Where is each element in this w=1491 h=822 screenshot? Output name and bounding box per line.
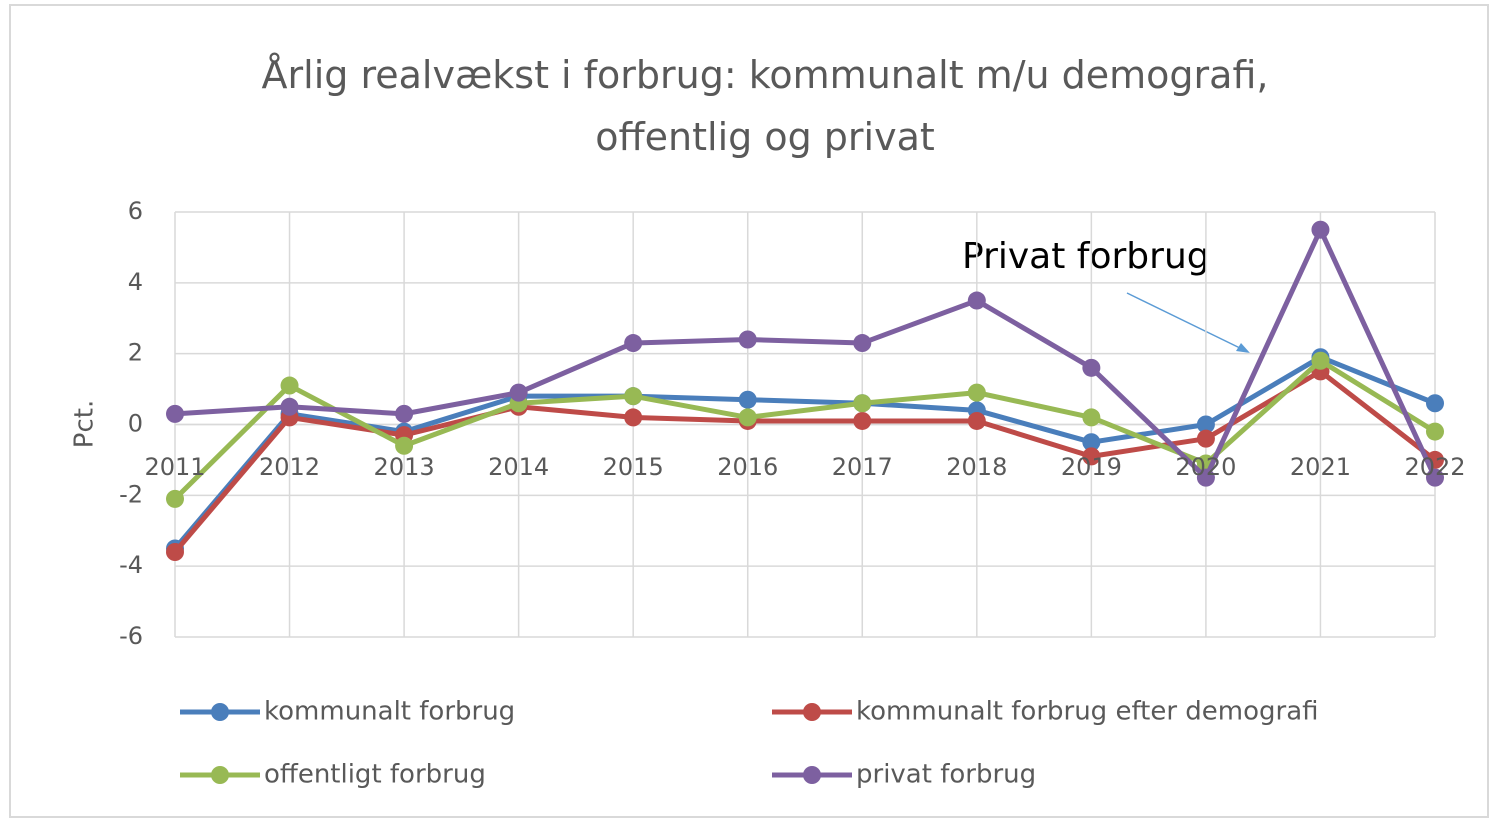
point bbox=[509, 383, 528, 402]
series-line bbox=[173, 354, 1436, 551]
legend-label: kommunalt forbrug efter demografi bbox=[856, 697, 1319, 727]
point bbox=[1082, 433, 1101, 452]
y-tick-label: 4 bbox=[128, 268, 143, 296]
point bbox=[738, 390, 757, 409]
series-line bbox=[174, 227, 1438, 481]
point bbox=[166, 404, 184, 423]
point bbox=[967, 411, 986, 430]
point bbox=[1196, 468, 1215, 487]
x-tick-label: 2020 bbox=[1175, 453, 1236, 481]
point bbox=[395, 436, 414, 455]
point bbox=[395, 404, 414, 423]
y-axis-label: Pct. bbox=[70, 400, 100, 448]
point bbox=[853, 411, 872, 430]
point bbox=[1082, 358, 1101, 377]
point bbox=[1311, 220, 1330, 239]
legend-marker bbox=[211, 703, 229, 721]
point bbox=[166, 543, 184, 561]
point bbox=[624, 334, 643, 353]
arrow-head bbox=[1236, 343, 1250, 353]
x-tick-label: 2012 bbox=[259, 453, 320, 481]
point bbox=[738, 330, 757, 349]
point bbox=[1082, 447, 1101, 466]
legend-marker bbox=[803, 703, 821, 721]
point bbox=[853, 334, 872, 353]
y-tick-label: -2 bbox=[119, 480, 143, 508]
series-line bbox=[173, 358, 1437, 501]
point bbox=[624, 408, 643, 427]
legend-marker bbox=[803, 766, 821, 784]
x-tick-label: 2013 bbox=[374, 453, 435, 481]
x-tick-label: 2016 bbox=[717, 453, 778, 481]
x-tick-label: 2018 bbox=[946, 453, 1007, 481]
point bbox=[967, 383, 986, 402]
point bbox=[166, 489, 184, 508]
x-tick-label: 2017 bbox=[832, 453, 893, 481]
point bbox=[280, 376, 299, 395]
point bbox=[738, 408, 757, 427]
legend-label: privat forbrug bbox=[856, 760, 1036, 790]
point bbox=[1196, 429, 1215, 448]
point bbox=[1426, 422, 1444, 441]
x-tick-label: 2019 bbox=[1061, 453, 1122, 481]
y-tick-label: -6 bbox=[119, 622, 143, 650]
chart-border bbox=[9, 4, 1489, 818]
legend-marker bbox=[211, 766, 229, 784]
legend-label: kommunalt forbrug bbox=[264, 697, 515, 727]
point bbox=[1311, 351, 1330, 370]
point bbox=[280, 397, 299, 416]
y-tick-label: 0 bbox=[128, 410, 143, 438]
point bbox=[967, 291, 986, 310]
y-tick-label: 2 bbox=[128, 339, 143, 367]
chart-title: Årlig realvækst i forbrug: kommunalt m/u… bbox=[261, 53, 1269, 159]
x-tick-label: 2022 bbox=[1404, 453, 1465, 481]
legend-label: offentligt forbrug bbox=[264, 760, 486, 790]
annotation-arrow bbox=[1126, 292, 1245, 351]
point bbox=[1196, 415, 1215, 434]
annotation: Privat forbrug bbox=[962, 236, 1210, 277]
point bbox=[853, 394, 872, 413]
x-tick-label: 2021 bbox=[1290, 453, 1351, 481]
point bbox=[1426, 394, 1444, 413]
x-tick-label: 2014 bbox=[488, 453, 549, 481]
y-tick-label: -4 bbox=[119, 551, 143, 579]
point bbox=[1082, 408, 1101, 427]
series-line bbox=[173, 368, 1437, 554]
point bbox=[624, 387, 643, 406]
point bbox=[1426, 468, 1444, 487]
y-tick-label: 6 bbox=[128, 197, 143, 225]
x-tick-label: 2011 bbox=[144, 453, 205, 481]
x-tick-label: 2015 bbox=[603, 453, 664, 481]
